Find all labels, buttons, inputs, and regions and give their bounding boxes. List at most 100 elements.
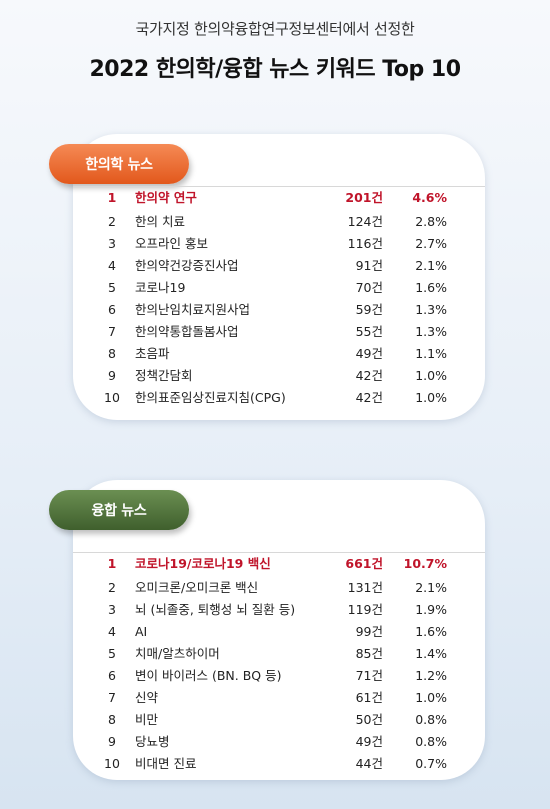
article-count: 116건 bbox=[347, 236, 383, 251]
article-count: 119건 bbox=[347, 602, 383, 617]
article-count: 91건 bbox=[355, 258, 383, 273]
keyword-row: 5 코로나19 70건 1.6% bbox=[73, 277, 485, 299]
rank-number: 5 bbox=[108, 646, 116, 661]
share-percent: 10.7% bbox=[403, 556, 447, 571]
keyword-row: 3 오프라인 홍보 116건 2.7% bbox=[73, 233, 485, 255]
rank-number: 4 bbox=[108, 624, 116, 639]
article-count: 71건 bbox=[355, 668, 383, 683]
rank-number: 9 bbox=[108, 368, 116, 383]
keyword-row: 7 신약 61건 1.0% bbox=[73, 687, 485, 709]
keyword-row: 1 한의약 연구 201건 4.6% bbox=[73, 186, 485, 211]
share-percent: 1.2% bbox=[415, 668, 447, 683]
keyword-label: 한의표준임상진료지침(CPG) bbox=[135, 390, 286, 405]
share-percent: 0.8% bbox=[415, 734, 447, 749]
share-percent: 1.6% bbox=[415, 624, 447, 639]
keyword-row: 2 오미크론/오미크론 백신 131건 2.1% bbox=[73, 577, 485, 599]
article-count: 44건 bbox=[355, 756, 383, 771]
keyword-label: AI bbox=[135, 624, 148, 639]
share-percent: 1.1% bbox=[415, 346, 447, 361]
share-percent: 1.6% bbox=[415, 280, 447, 295]
keyword-row: 3 뇌 (뇌졸중, 퇴행성 뇌 질환 등) 119건 1.9% bbox=[73, 599, 485, 621]
keyword-row: 6 한의난임치료지원사업 59건 1.3% bbox=[73, 299, 485, 321]
rank-number: 3 bbox=[108, 602, 116, 617]
keyword-row: 2 한의 치료 124건 2.8% bbox=[73, 211, 485, 233]
page-title: 2022 한의학/융합 뉴스 키워드 Top 10 bbox=[89, 57, 461, 82]
article-count: 59건 bbox=[355, 302, 383, 317]
keyword-label: 한의약 연구 bbox=[135, 190, 197, 205]
share-percent: 2.1% bbox=[415, 580, 447, 595]
keyword-row: 10 한의표준임상진료지침(CPG) 42건 1.0% bbox=[73, 387, 485, 409]
keyword-row: 9 당뇨병 49건 0.8% bbox=[73, 731, 485, 753]
keyword-label: 오프라인 홍보 bbox=[135, 236, 208, 251]
rank-number: 2 bbox=[108, 214, 116, 229]
keyword-list: 1 코로나19/코로나19 백신 661건 10.7% 2 오미크론/오미크론 백신 131… bbox=[73, 552, 485, 775]
rank-number: 7 bbox=[108, 690, 116, 705]
rank-number: 5 bbox=[108, 280, 116, 295]
keyword-row: 9 정책간담회 42건 1.0% bbox=[73, 365, 485, 387]
rank-number: 3 bbox=[108, 236, 116, 251]
convergence-news-badge: 융합 뉴스 bbox=[49, 490, 189, 530]
share-percent: 0.8% bbox=[415, 712, 447, 727]
keyword-label: 초음파 bbox=[135, 346, 170, 361]
page-subtitle: 국가지정 한의약융합연구정보센터에서 선정한 bbox=[135, 20, 415, 38]
share-percent: 4.6% bbox=[412, 190, 447, 205]
keyword-row: 10 비대면 진료 44건 0.7% bbox=[73, 753, 485, 775]
keyword-row: 6 변이 바이러스 (BN. BQ 등) 71건 1.2% bbox=[73, 665, 485, 687]
keyword-label: 한의난임치료지원사업 bbox=[135, 302, 251, 317]
keyword-label: 코로나19 bbox=[135, 280, 186, 295]
keyword-row: 7 한의약통합돌봄사업 55건 1.3% bbox=[73, 321, 485, 343]
keyword-label: 뇌 (뇌졸중, 퇴행성 뇌 질환 등) bbox=[135, 602, 296, 617]
article-count: 49건 bbox=[355, 734, 383, 749]
rank-number: 1 bbox=[107, 556, 117, 571]
rank-number: 6 bbox=[108, 302, 116, 317]
rank-number: 4 bbox=[108, 258, 116, 273]
keyword-label: 비만 bbox=[135, 712, 159, 727]
article-count: 42건 bbox=[355, 368, 383, 383]
keyword-label: 당뇨병 bbox=[135, 734, 170, 749]
keyword-label: 한의 치료 bbox=[135, 214, 185, 229]
keyword-row: 1 코로나19/코로나19 백신 661건 10.7% bbox=[73, 552, 485, 577]
keyword-label: 오미크론/오미크론 백신 bbox=[135, 580, 259, 595]
article-count: 124건 bbox=[347, 214, 383, 229]
article-count: 201건 bbox=[345, 190, 383, 205]
keyword-label: 코로나19/코로나19 백신 bbox=[135, 556, 271, 571]
article-count: 55건 bbox=[355, 324, 383, 339]
rank-number: 6 bbox=[108, 668, 116, 683]
rank-number: 10 bbox=[104, 756, 120, 771]
share-percent: 1.0% bbox=[415, 368, 447, 383]
rank-number: 1 bbox=[107, 190, 117, 205]
header: 국가지정 한의약융합연구정보센터에서 선정한 2022 한의학/융합 뉴스 키워… bbox=[0, 18, 550, 83]
share-percent: 2.1% bbox=[415, 258, 447, 273]
article-count: 99건 bbox=[355, 624, 383, 639]
keyword-row: 4 AI 99건 1.6% bbox=[73, 621, 485, 643]
keyword-label: 변이 바이러스 (BN. BQ 등) bbox=[135, 668, 282, 683]
article-count: 50건 bbox=[355, 712, 383, 727]
keyword-label: 비대면 진료 bbox=[135, 756, 197, 771]
convergence-news-card: 융합 뉴스 1 코로나19/코로나19 백신 661건 10.7% 2 오미크론/오미크론… bbox=[49, 480, 485, 780]
keyword-row: 4 한의약건강증진사업 91건 2.1% bbox=[73, 255, 485, 277]
share-percent: 2.8% bbox=[415, 214, 447, 229]
rank-number: 9 bbox=[108, 734, 116, 749]
share-percent: 2.7% bbox=[415, 236, 447, 251]
korean-medicine-news-card: 한의학 뉴스 1 한의약 연구 201건 4.6% 2 한의 치료 124건 2.8% 3 오프라… bbox=[49, 134, 485, 420]
article-count: 49건 bbox=[355, 346, 383, 361]
article-count: 70건 bbox=[355, 280, 383, 295]
keyword-row: 8 비만 50건 0.8% bbox=[73, 709, 485, 731]
share-percent: 0.7% bbox=[415, 756, 447, 771]
rank-number: 8 bbox=[108, 712, 116, 727]
keyword-label: 정책간담회 bbox=[135, 368, 193, 383]
article-count: 661건 bbox=[345, 556, 383, 571]
rank-number: 7 bbox=[108, 324, 116, 339]
share-percent: 1.4% bbox=[415, 646, 447, 661]
share-percent: 1.0% bbox=[415, 390, 447, 405]
share-percent: 1.3% bbox=[415, 302, 447, 317]
article-count: 61건 bbox=[355, 690, 383, 705]
keyword-label: 치매/알츠하이머 bbox=[135, 646, 220, 661]
keyword-list: 1 한의약 연구 201건 4.6% 2 한의 치료 124건 2.8% 3 오프라인 홍보 116… bbox=[73, 186, 485, 409]
article-count: 131건 bbox=[347, 580, 383, 595]
share-percent: 1.0% bbox=[415, 690, 447, 705]
share-percent: 1.3% bbox=[415, 324, 447, 339]
keyword-row: 5 치매/알츠하이머 85건 1.4% bbox=[73, 643, 485, 665]
rank-number: 2 bbox=[108, 580, 116, 595]
rank-number: 8 bbox=[108, 346, 116, 361]
